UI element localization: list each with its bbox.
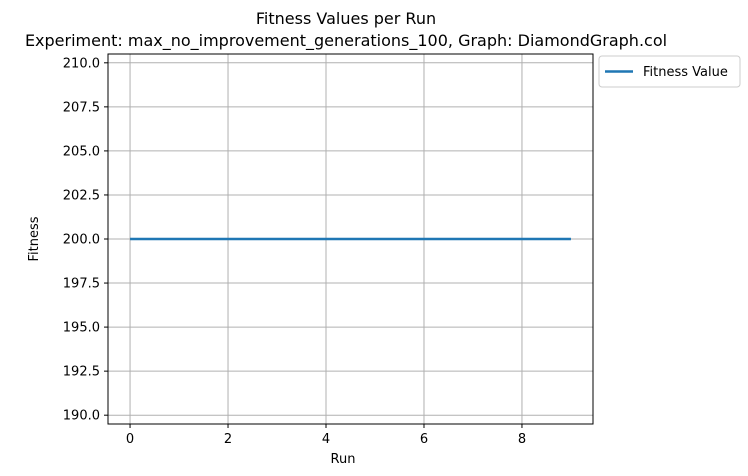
x-axis-label: Run [331,452,356,467]
y-tick-label: 205.0 [63,144,100,159]
chart-subtitle: Experiment: max_no_improvement_generatio… [25,31,667,51]
y-axis-ticks: 190.0 192.5 195.0 197.5 200.0 202.5 205.0 207.5… [63,56,108,424]
y-tick-label: 200.0 [63,233,100,248]
x-axis-ticks: 0 2 4 6 8 [126,424,526,447]
y-tick-label: 202.5 [63,188,100,203]
x-tick-label: 6 [420,432,428,447]
y-tick-label: 197.5 [63,277,100,292]
y-axis-label: Fitness [27,216,42,261]
y-tick-label: 210.0 [63,56,100,71]
legend-label-fitness-value: Fitness Value [643,65,728,80]
x-tick-label: 0 [126,432,134,447]
x-tick-label: 8 [518,432,526,447]
y-tick-label: 192.5 [63,365,100,380]
legend: Fitness Value [598,55,741,88]
chart-title: Fitness Values per Run [256,9,436,28]
x-tick-label: 4 [322,432,330,447]
y-tick-label: 207.5 [63,100,100,115]
x-tick-label: 2 [224,432,232,447]
legend-box [598,55,741,88]
y-tick-label: 195.0 [63,321,100,336]
y-tick-label: 190.0 [63,409,100,424]
